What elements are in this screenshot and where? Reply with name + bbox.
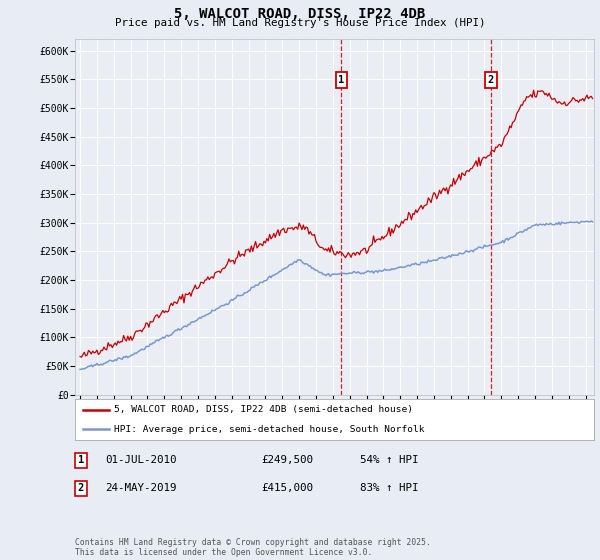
- Text: £415,000: £415,000: [261, 483, 313, 493]
- Text: 5, WALCOT ROAD, DISS, IP22 4DB: 5, WALCOT ROAD, DISS, IP22 4DB: [175, 7, 425, 21]
- Text: 24-MAY-2019: 24-MAY-2019: [105, 483, 176, 493]
- Text: 01-JUL-2010: 01-JUL-2010: [105, 455, 176, 465]
- Text: 1: 1: [78, 455, 84, 465]
- Text: 2: 2: [488, 75, 494, 85]
- Text: 1: 1: [338, 75, 344, 85]
- Text: HPI: Average price, semi-detached house, South Norfolk: HPI: Average price, semi-detached house,…: [114, 425, 424, 434]
- Text: Contains HM Land Registry data © Crown copyright and database right 2025.
This d: Contains HM Land Registry data © Crown c…: [75, 538, 431, 557]
- Text: 5, WALCOT ROAD, DISS, IP22 4DB (semi-detached house): 5, WALCOT ROAD, DISS, IP22 4DB (semi-det…: [114, 405, 413, 414]
- Text: 54% ↑ HPI: 54% ↑ HPI: [360, 455, 419, 465]
- Text: 83% ↑ HPI: 83% ↑ HPI: [360, 483, 419, 493]
- Text: Price paid vs. HM Land Registry's House Price Index (HPI): Price paid vs. HM Land Registry's House …: [115, 18, 485, 28]
- Text: £249,500: £249,500: [261, 455, 313, 465]
- Text: 2: 2: [78, 483, 84, 493]
